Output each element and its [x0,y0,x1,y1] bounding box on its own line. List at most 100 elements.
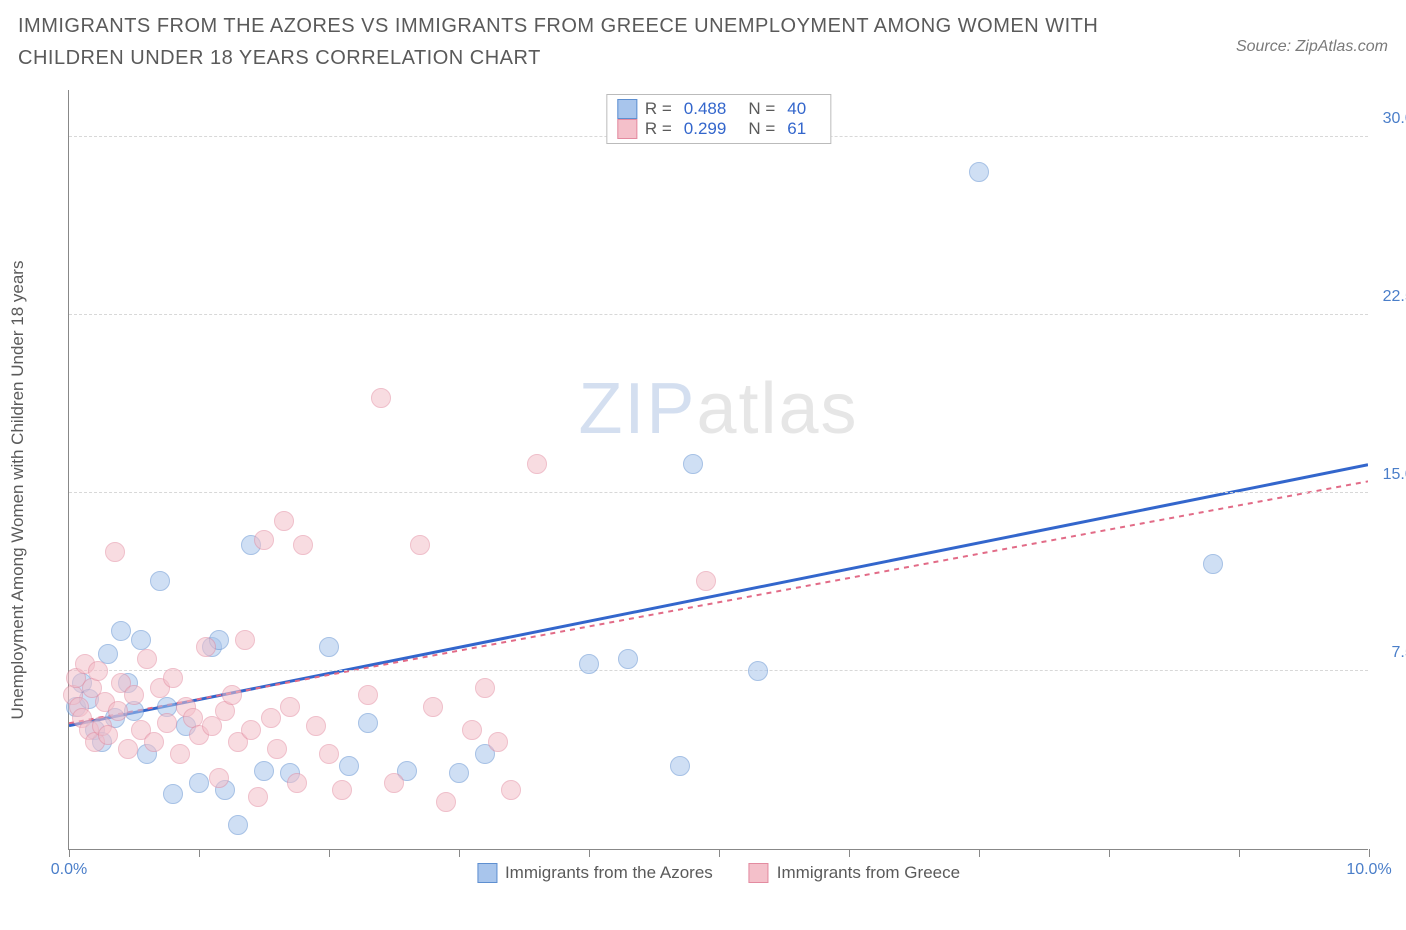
x-tick [459,849,460,857]
chart-title: IMMIGRANTS FROM THE AZORES VS IMMIGRANTS… [18,10,1138,74]
data-point [969,162,989,182]
gridline [69,314,1368,315]
trend-lines [69,90,1368,849]
data-point [501,780,521,800]
watermark: ZIPatlas [578,368,858,450]
legend-swatch [477,863,497,883]
data-point [618,649,638,669]
stats-legend-row: R =0.299N =61 [617,119,820,139]
stats-legend: R =0.488N =40R =0.299N =61 [606,94,831,144]
data-point [748,661,768,681]
data-point [150,571,170,591]
data-point [527,454,547,474]
x-tick-label: 0.0% [51,861,87,879]
data-point [319,744,339,764]
data-point [1203,554,1223,574]
data-point [274,511,294,531]
r-value: 0.299 [684,119,727,139]
r-label: R = [645,99,672,119]
data-point [137,649,157,669]
data-point [228,815,248,835]
gridline [69,670,1368,671]
data-point [144,732,164,752]
data-point [358,713,378,733]
data-point [267,739,287,759]
data-point [423,697,443,717]
watermark-right: atlas [696,369,858,449]
data-point [488,732,508,752]
stats-legend-row: R =0.488N =40 [617,99,820,119]
data-point [410,535,430,555]
data-point [293,535,313,555]
data-point [287,773,307,793]
watermark-left: ZIP [578,369,696,449]
series-legend: Immigrants from the Azores Immigrants fro… [477,863,960,883]
y-tick-label: 30.0% [1383,110,1406,128]
data-point [105,542,125,562]
data-point [358,685,378,705]
legend-item: Immigrants from Greece [749,863,960,883]
header-row: IMMIGRANTS FROM THE AZORES VS IMMIGRANTS… [0,0,1406,74]
legend-item: Immigrants from the Azores [477,863,713,883]
x-tick [719,849,720,857]
data-point [683,454,703,474]
legend-swatch [617,119,637,139]
data-point [254,761,274,781]
n-label: N = [748,99,775,119]
x-tick [589,849,590,857]
r-label: R = [645,119,672,139]
source-attribution: Source: ZipAtlas.com [1236,38,1388,56]
data-point [371,388,391,408]
data-point [332,780,352,800]
data-point [98,725,118,745]
x-tick [329,849,330,857]
x-tick [849,849,850,857]
data-point [111,621,131,641]
data-point [235,630,255,650]
data-point [579,654,599,674]
data-point [189,773,209,793]
data-point [108,701,128,721]
data-point [339,756,359,776]
data-point [248,787,268,807]
x-tick [1109,849,1110,857]
data-point [280,697,300,717]
data-point [118,739,138,759]
data-point [124,685,144,705]
x-tick [69,849,70,857]
data-point [449,763,469,783]
data-point [163,784,183,804]
x-tick [1239,849,1240,857]
data-point [261,708,281,728]
x-tick [1369,849,1370,857]
x-tick [199,849,200,857]
data-point [384,773,404,793]
y-tick-label: 7.5% [1392,644,1406,662]
data-point [241,720,261,740]
n-value: 61 [787,119,806,139]
data-point [222,685,242,705]
y-axis-title: Unemployment Among Women with Children U… [8,261,28,720]
r-value: 0.488 [684,99,727,119]
legend-swatch [617,99,637,119]
scatter-plot: ZIPatlas R =0.488N =40R =0.299N =61 Immi… [68,90,1368,850]
x-tick [979,849,980,857]
data-point [209,768,229,788]
data-point [170,744,190,764]
data-point [157,713,177,733]
data-point [696,571,716,591]
data-point [462,720,482,740]
data-point [131,630,151,650]
data-point [306,716,326,736]
gridline [69,492,1368,493]
y-tick-label: 22.5% [1383,288,1406,306]
data-point [163,668,183,688]
legend-swatch [749,863,769,883]
data-point [88,661,108,681]
trend-line [69,481,1368,723]
data-point [670,756,690,776]
data-point [254,530,274,550]
trend-line [69,465,1368,726]
data-point [436,792,456,812]
chart-container: Unemployment Among Women with Children U… [18,90,1388,890]
